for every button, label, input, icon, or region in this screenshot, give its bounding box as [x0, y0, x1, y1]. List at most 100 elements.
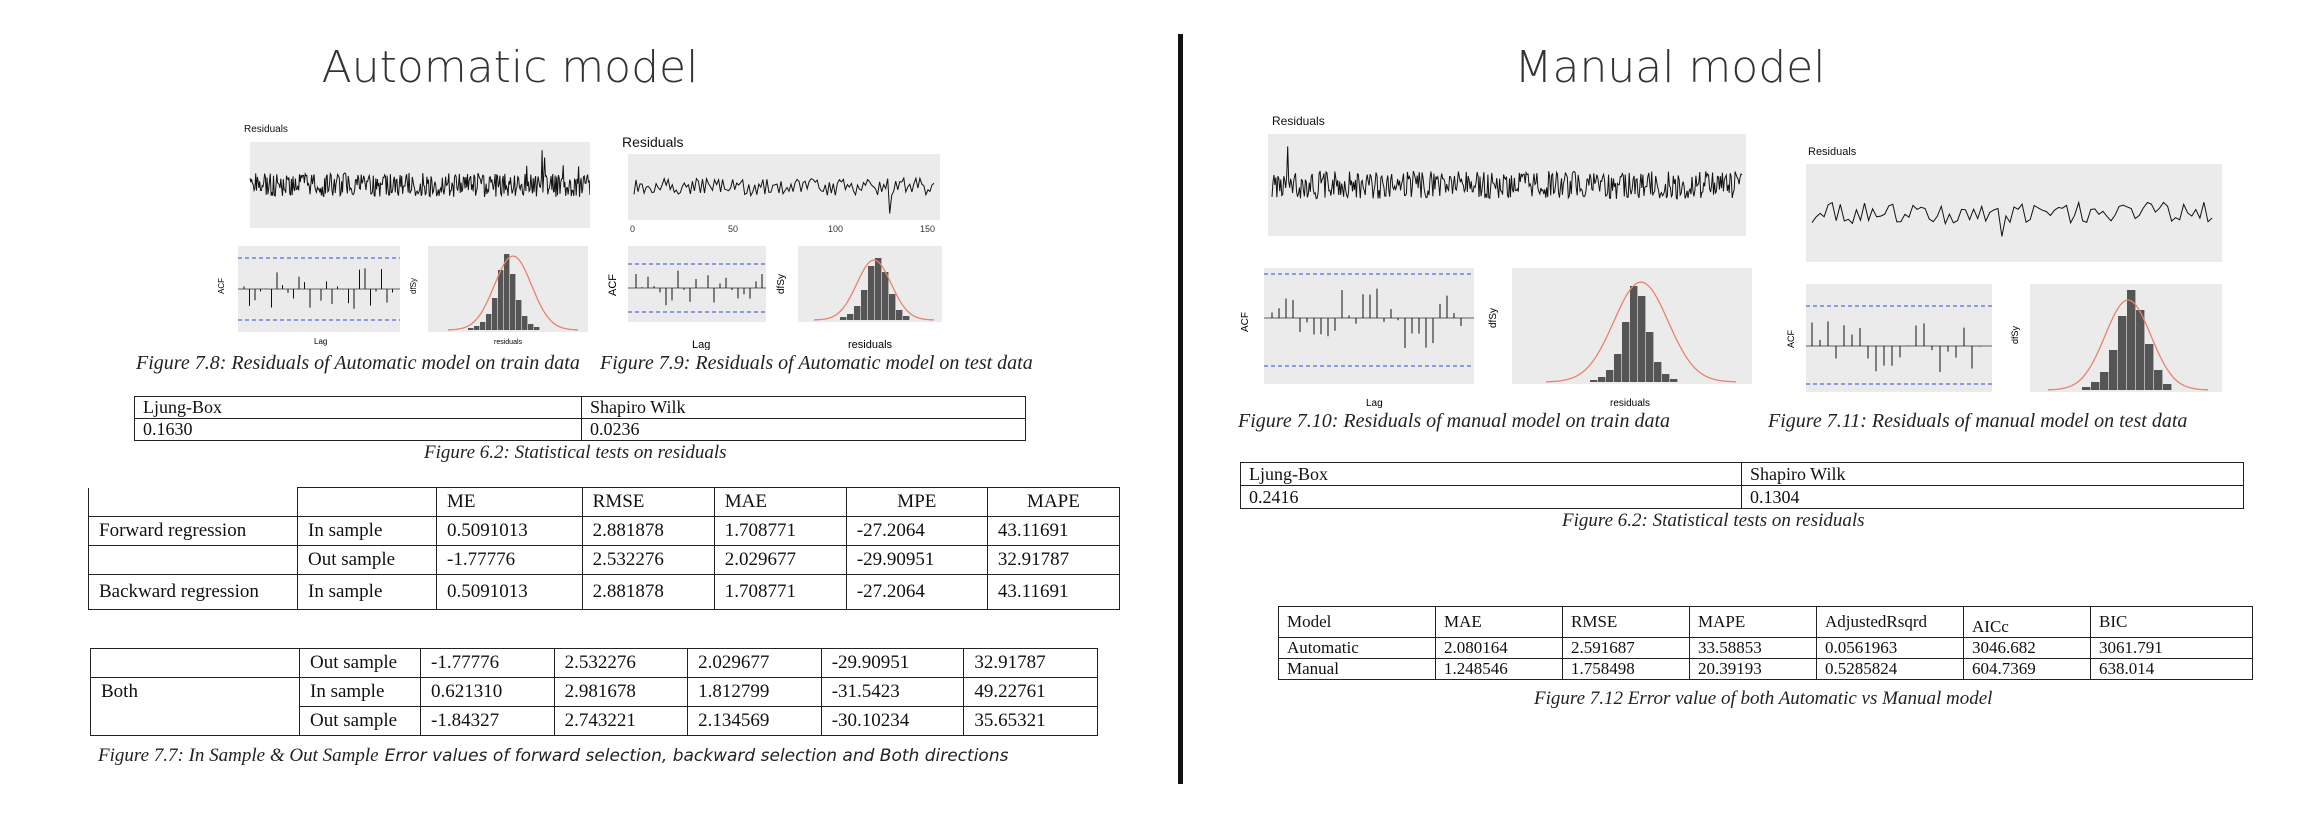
histogram-bar — [486, 314, 492, 330]
table-header: ME — [436, 487, 583, 517]
acf-axis-label: ACF — [1786, 329, 1796, 348]
table-cell: Out sample — [299, 706, 421, 736]
table-cell: 3046.682 — [1963, 637, 2091, 659]
plot-title: Residuals — [622, 134, 684, 150]
table-cell: 2.981678 — [553, 677, 689, 707]
table-header: RMSE — [1562, 606, 1690, 638]
figure-7-11-caption: Figure 7.11: Residuals of manual model o… — [1768, 410, 2188, 432]
table-cell — [90, 706, 300, 736]
table-cell: 2.532276 — [581, 545, 715, 575]
table-cell: 638.014 — [2090, 658, 2253, 680]
table-cell: 2.591687 — [1562, 637, 1690, 659]
table-cell: -29.90951 — [820, 648, 965, 678]
svg-text:0: 0 — [630, 224, 635, 234]
histogram-bar — [474, 326, 480, 330]
table-cell: 3061.791 — [2090, 637, 2253, 659]
acf-axis-label: ACF — [1240, 312, 1251, 332]
residual-series-plot — [1806, 164, 2222, 262]
histogram-bar — [510, 274, 516, 330]
svg-text:50: 50 — [728, 224, 738, 234]
caption-part-a: Figure 7.7: In Sample & Out Sample — [98, 745, 379, 766]
table-row: Automatic 2.080164 2.591687 33.58853 0.0… — [1278, 637, 2253, 659]
histogram-bar — [1598, 377, 1606, 382]
table-cell: 604.7369 — [1963, 658, 2091, 680]
dfsy-axis-label: dfSy — [2010, 325, 2020, 344]
residual-histogram: dfSy residuals — [776, 246, 942, 350]
table-header: BIC — [2090, 606, 2253, 638]
table-row: Forward regression In sample 0.5091013 2… — [88, 516, 1121, 546]
plot-title: Residuals — [244, 124, 288, 135]
table-header: MAE — [713, 487, 847, 517]
residual-series-plot — [1268, 134, 1746, 236]
dfsy-axis-label: dfSy — [1488, 308, 1499, 328]
table-cell: Out sample — [297, 545, 437, 575]
lag-axis-label: Lag — [692, 339, 710, 350]
histogram-bar — [1606, 370, 1614, 382]
table-cell: 0.0236 — [581, 418, 1026, 441]
table-header: MPE — [845, 487, 988, 517]
auto-statistical-tests-table: Ljung-Box Shapiro Wilk 0.1630 0.0236 — [134, 396, 1026, 441]
table-cell: 1.708771 — [713, 516, 847, 546]
histogram-bar — [1670, 379, 1678, 382]
figure-7-12-caption: Figure 7.12 Error value of both Automati… — [1534, 688, 1993, 709]
histogram-bar — [1622, 322, 1630, 382]
table-cell: -27.2064 — [845, 574, 988, 610]
table-header: Ljung-Box — [1240, 462, 1742, 486]
table-cell: -29.90951 — [845, 545, 988, 575]
residuals-axis-label: residuals — [1610, 398, 1650, 408]
table-cell: 35.65321 — [963, 706, 1098, 736]
table-cell: -1.77776 — [436, 545, 583, 575]
histogram-bar — [2100, 372, 2109, 390]
table-cell: -1.84327 — [420, 706, 555, 736]
table-cell: 2.080164 — [1435, 637, 1563, 659]
table-cell: 2.029677 — [687, 648, 822, 678]
histogram-bar — [522, 316, 528, 330]
histogram-bar — [2082, 387, 2091, 390]
table-cell: 0.2416 — [1240, 485, 1742, 509]
vertical-divider — [1178, 34, 1183, 784]
table-cell: 1.708771 — [713, 574, 847, 610]
table-cell: 1.812799 — [687, 677, 822, 707]
histogram-bar — [534, 327, 540, 330]
manual-test-residual-figure: Residuals ACF dfSy — [1786, 142, 2226, 402]
table-cell: 33.58853 — [1689, 637, 1817, 659]
histogram-bar — [2109, 350, 2118, 390]
figure-7-10-caption: Figure 7.10: Residuals of manual model o… — [1238, 410, 1671, 432]
histogram-bar — [1638, 296, 1646, 382]
histogram-bar — [840, 317, 847, 320]
table-cell: In sample — [299, 677, 421, 707]
table-header: MAE — [1435, 606, 1563, 638]
acf-plot: ACF Lag — [1240, 268, 1474, 408]
table-row: Backward regression In sample 0.5091013 … — [88, 574, 1121, 610]
table-cell: 0.5091013 — [436, 516, 583, 546]
table-cell: Manual — [1278, 658, 1436, 680]
table-cell: -27.2064 — [845, 516, 988, 546]
table-cell: 0.1630 — [134, 418, 582, 441]
histogram-bar — [2136, 310, 2145, 390]
manual-train-residual-figure: Residuals ACF Lag dfSy residuals — [1238, 108, 1758, 408]
histogram-bar — [2163, 384, 2172, 390]
table-cell: Forward regression — [88, 516, 298, 546]
histogram-bar — [1654, 362, 1662, 382]
histogram-bar — [2145, 344, 2154, 390]
histogram-bar — [903, 316, 910, 320]
acf-plot: ACF — [1786, 284, 1992, 392]
table-row: Out sample -1.77776 2.532276 2.029677 -2… — [90, 648, 1098, 678]
table-cell: Out sample — [299, 648, 421, 678]
histogram-bar — [2091, 382, 2100, 390]
table-cell: Backward regression — [88, 574, 298, 610]
histogram-bar — [896, 310, 903, 320]
table-cell: In sample — [297, 574, 437, 610]
table-cell: 2.134569 — [687, 706, 822, 736]
table-row: Both In sample 0.621310 2.981678 1.81279… — [90, 677, 1098, 707]
table-cell: 1.758498 — [1562, 658, 1690, 680]
histogram-bar — [528, 324, 534, 330]
table-header: AICc — [1963, 606, 2091, 638]
table-cell: 2.881878 — [581, 574, 715, 610]
table-cell: Automatic — [1278, 637, 1436, 659]
histogram-bar — [1614, 354, 1622, 382]
table-cell: 0.5091013 — [436, 574, 583, 610]
histogram-bar — [516, 300, 522, 330]
residual-histogram: dfSy — [2010, 284, 2222, 392]
histogram-bar — [1590, 380, 1598, 382]
